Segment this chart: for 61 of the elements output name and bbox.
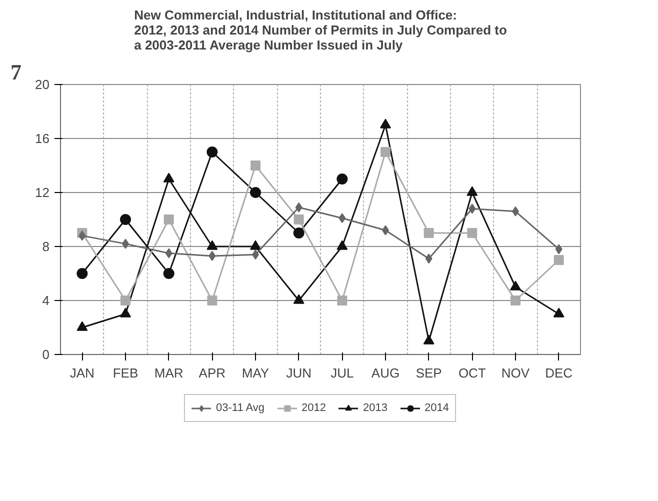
legend-label: 2014 — [424, 401, 449, 415]
point — [510, 280, 521, 290]
point — [120, 296, 130, 306]
x-tick-label: JUN — [286, 366, 312, 380]
point — [206, 146, 218, 158]
y-tick-label: 20 — [35, 77, 50, 92]
point — [165, 248, 172, 258]
y-tick-label: 0 — [42, 347, 50, 362]
point — [206, 240, 218, 250]
point — [207, 296, 218, 306]
point — [295, 202, 302, 212]
point — [250, 160, 260, 170]
x-tick-label: OCT — [458, 366, 486, 380]
point — [336, 240, 348, 250]
point — [466, 186, 478, 196]
point — [294, 214, 304, 224]
point — [336, 174, 348, 184]
legend-label: 03-11 Avg — [216, 401, 265, 415]
point — [337, 296, 348, 306]
x-tick-label: JAN — [70, 366, 94, 380]
x-tick-label: MAR — [154, 366, 184, 380]
point — [250, 187, 261, 198]
point — [424, 228, 434, 238]
x-tick-label: JUL — [330, 366, 354, 380]
x-tick-label: MAY — [242, 366, 270, 380]
y-tick-label: 12 — [35, 185, 50, 200]
y-tick-label: 4 — [42, 293, 50, 308]
chart-title: New Commercial, Industrial, Institutional and Office: 2012, 2013 and 2014 Number of Permits in July Compared to a 2003-2011 Average Number Issued in July — [134, 8, 507, 52]
point — [208, 250, 216, 261]
point — [467, 228, 478, 238]
x-tick-label: AUG — [371, 366, 400, 380]
point — [78, 230, 86, 241]
point — [76, 321, 88, 331]
x-tick-label: SEP — [416, 366, 442, 380]
text: 7 — [10, 60, 22, 84]
x-tick-label: NOV — [501, 366, 530, 380]
point — [164, 214, 174, 224]
point — [553, 308, 564, 318]
point — [380, 147, 390, 157]
point — [120, 308, 131, 318]
point — [425, 254, 432, 264]
point — [250, 240, 261, 250]
point — [554, 255, 564, 265]
point — [76, 268, 88, 279]
point — [555, 244, 562, 254]
legend-label: 2012 — [302, 401, 326, 415]
legend-label: 2013 — [363, 401, 388, 415]
point — [120, 214, 131, 225]
x-tick-label: DEC — [545, 366, 573, 380]
point — [423, 334, 434, 344]
point — [163, 268, 174, 279]
point — [510, 296, 520, 306]
y-tick-label: 8 — [42, 239, 50, 254]
point — [338, 213, 346, 224]
x-tick-label: APR — [198, 366, 226, 380]
point — [163, 172, 174, 182]
y-tick-label: 16 — [35, 131, 50, 146]
point — [293, 228, 304, 238]
point — [468, 204, 476, 214]
point — [293, 294, 304, 304]
x-tick-label: FEB — [112, 366, 138, 380]
